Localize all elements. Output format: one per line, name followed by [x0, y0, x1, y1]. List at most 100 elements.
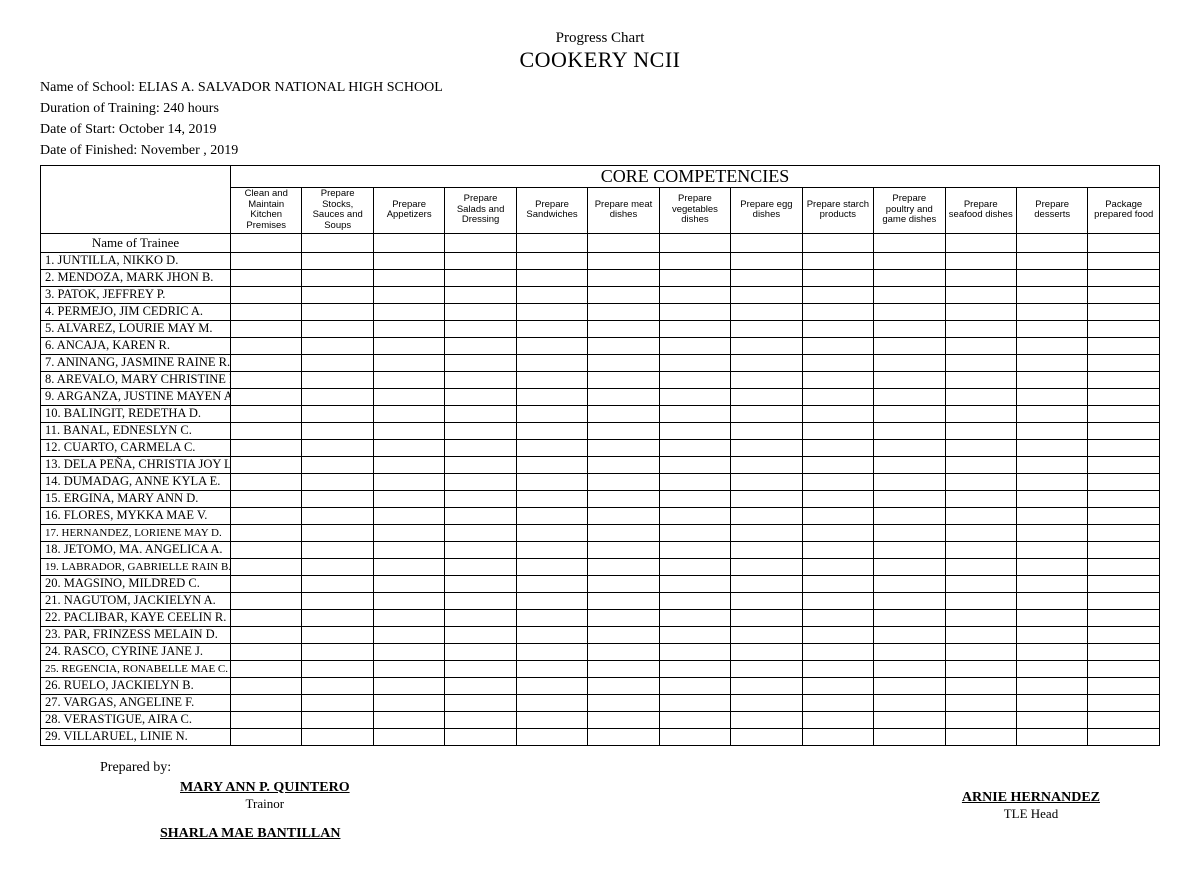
progress-cell	[945, 269, 1016, 286]
progress-cell	[802, 643, 873, 660]
progress-cell	[659, 405, 730, 422]
meta-duration-value: 240 hours	[163, 101, 219, 116]
progress-cell	[874, 473, 945, 490]
progress-cell	[731, 354, 802, 371]
progress-cell	[874, 575, 945, 592]
progress-cell	[373, 643, 444, 660]
progress-cell	[731, 609, 802, 626]
competency-header: Package prepared food	[1088, 187, 1160, 233]
progress-cell	[731, 490, 802, 507]
progress-cell	[445, 490, 516, 507]
progress-cell	[802, 507, 873, 524]
progress-cell	[1088, 422, 1160, 439]
progress-cell	[802, 592, 873, 609]
progress-cell	[945, 524, 1016, 541]
progress-cell	[588, 473, 659, 490]
trainee-name-cell: 23. PAR, FRINZESS MELAIN D.	[41, 626, 231, 643]
progress-cell	[445, 473, 516, 490]
progress-cell	[731, 320, 802, 337]
progress-cell	[945, 456, 1016, 473]
progress-cell	[1016, 473, 1087, 490]
progress-cell	[516, 694, 587, 711]
progress-cell	[802, 303, 873, 320]
progress-cell	[445, 320, 516, 337]
progress-cell	[373, 558, 444, 575]
meta-duration: Duration of Training: 240 hours	[40, 100, 1160, 119]
progress-cell	[1016, 337, 1087, 354]
progress-cell	[1016, 490, 1087, 507]
progress-cell	[516, 388, 587, 405]
progress-cell	[802, 677, 873, 694]
progress-cell	[373, 660, 444, 677]
progress-cell	[302, 592, 373, 609]
meta-school: Name of School: ELIAS A. SALVADOR NATION…	[40, 79, 1160, 98]
progress-cell	[945, 711, 1016, 728]
trainee-name-cell: 28. VERASTIGUE, AIRA C.	[41, 711, 231, 728]
progress-cell	[1016, 303, 1087, 320]
progress-cell	[516, 405, 587, 422]
progress-cell	[1016, 388, 1087, 405]
competency-header: Prepare egg dishes	[731, 187, 802, 233]
progress-cell	[945, 728, 1016, 745]
progress-cell	[231, 609, 302, 626]
progress-cell	[802, 405, 873, 422]
corner-blank	[41, 165, 231, 233]
trainee-name-cell: 11. BANAL, EDNESLYN C.	[41, 422, 231, 439]
progress-cell	[874, 694, 945, 711]
progress-cell	[945, 405, 1016, 422]
progress-cell	[1088, 405, 1160, 422]
progress-cell	[1088, 677, 1160, 694]
progress-cell	[945, 303, 1016, 320]
progress-cell	[874, 439, 945, 456]
trainee-name-cell: 1. JUNTILLA, NIKKO D.	[41, 252, 231, 269]
progress-cell	[874, 354, 945, 371]
progress-cell	[659, 388, 730, 405]
footer: Prepared by: MARY ANN P. QUINTERO Traino…	[40, 760, 1160, 850]
progress-cell	[588, 388, 659, 405]
progress-cell	[231, 269, 302, 286]
progress-cell	[731, 405, 802, 422]
progress-cell	[1088, 371, 1160, 388]
progress-cell	[874, 677, 945, 694]
progress-cell	[231, 405, 302, 422]
trainee-name-cell: 16. FLORES, MYKKA MAE V.	[41, 507, 231, 524]
progress-cell	[945, 490, 1016, 507]
progress-cell	[1088, 643, 1160, 660]
progress-cell	[373, 711, 444, 728]
progress-cell	[731, 252, 802, 269]
competency-header: Prepare Sandwiches	[516, 187, 587, 233]
progress-cell	[231, 456, 302, 473]
progress-cell	[373, 473, 444, 490]
meta-finish-label: Date of Finished:	[40, 143, 137, 158]
progress-cell	[731, 524, 802, 541]
progress-cell	[588, 558, 659, 575]
progress-cell	[588, 422, 659, 439]
progress-cell	[373, 303, 444, 320]
progress-cell	[731, 575, 802, 592]
progress-cell	[588, 575, 659, 592]
progress-cell	[588, 252, 659, 269]
progress-cell	[445, 660, 516, 677]
progress-cell	[1088, 524, 1160, 541]
progress-cell	[588, 320, 659, 337]
progress-cell	[373, 456, 444, 473]
progress-cell	[445, 354, 516, 371]
trainee-name-cell: 3. PATOK, JEFFREY P.	[41, 286, 231, 303]
progress-cell	[802, 473, 873, 490]
progress-cell	[516, 337, 587, 354]
progress-cell	[659, 592, 730, 609]
progress-cell	[231, 592, 302, 609]
progress-cell	[516, 541, 587, 558]
progress-cell	[373, 592, 444, 609]
progress-cell	[802, 728, 873, 745]
progress-cell	[373, 694, 444, 711]
progress-cell	[516, 524, 587, 541]
progress-cell	[945, 541, 1016, 558]
progress-cell	[802, 660, 873, 677]
meta-school-value: ELIAS A. SALVADOR NATIONAL HIGH SCHOOL	[138, 80, 442, 95]
progress-cell	[1088, 439, 1160, 456]
progress-cell	[445, 575, 516, 592]
progress-cell	[1016, 422, 1087, 439]
progress-cell	[1016, 252, 1087, 269]
progress-cell	[373, 371, 444, 388]
